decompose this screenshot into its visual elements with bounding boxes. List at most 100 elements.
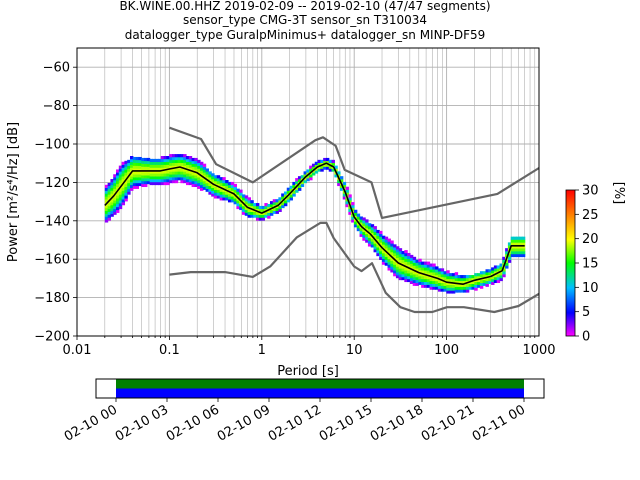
density-cell bbox=[351, 204, 355, 209]
density-cell bbox=[395, 275, 400, 279]
density-cell bbox=[188, 156, 193, 160]
density-cell bbox=[351, 219, 355, 223]
density-cell bbox=[516, 251, 520, 255]
density-cell bbox=[146, 175, 151, 179]
density-cell bbox=[225, 185, 229, 189]
density-cell bbox=[449, 284, 453, 288]
density-cell bbox=[465, 286, 470, 290]
density-cell bbox=[443, 288, 447, 292]
density-cell bbox=[510, 236, 515, 240]
x-tick-label: 1 bbox=[258, 343, 266, 358]
density-cell bbox=[171, 177, 176, 181]
timeline-tick-label: 02-10 18 bbox=[368, 402, 426, 444]
timeline-tick-label: 02-10 06 bbox=[164, 402, 222, 444]
density-cell bbox=[121, 179, 126, 183]
density-cell bbox=[429, 277, 433, 282]
density-cell bbox=[261, 208, 265, 212]
density-cell bbox=[314, 170, 319, 174]
density-cell bbox=[113, 194, 117, 198]
density-cell bbox=[521, 251, 526, 255]
density-cell bbox=[155, 181, 159, 186]
density-cell bbox=[446, 278, 450, 283]
density-cell bbox=[339, 184, 344, 188]
density-cell bbox=[177, 154, 181, 158]
density-cell bbox=[395, 249, 400, 253]
density-cell bbox=[157, 161, 162, 165]
density-cell bbox=[118, 174, 123, 178]
density-cell bbox=[227, 184, 232, 188]
density-cell bbox=[449, 290, 453, 294]
density-cell bbox=[163, 173, 167, 177]
density-cell bbox=[362, 223, 366, 227]
density-cell bbox=[429, 266, 433, 270]
density-cell bbox=[437, 274, 442, 278]
density-cell bbox=[421, 281, 425, 285]
density-cell bbox=[155, 176, 159, 180]
density-cell bbox=[185, 176, 190, 180]
density-cell bbox=[107, 185, 112, 189]
density-cell bbox=[132, 168, 137, 172]
density-cell bbox=[373, 243, 377, 247]
density-cell bbox=[426, 276, 431, 280]
density-cell bbox=[435, 275, 439, 279]
density-cell bbox=[113, 208, 117, 212]
density-cell bbox=[401, 259, 405, 263]
density-cell bbox=[367, 226, 372, 230]
density-cell bbox=[454, 283, 459, 287]
density-cell bbox=[289, 188, 293, 192]
density-cell bbox=[118, 182, 123, 187]
density-cell bbox=[138, 180, 142, 184]
density-cell bbox=[415, 282, 419, 286]
density-cell bbox=[297, 187, 302, 191]
density-cell bbox=[113, 180, 117, 184]
density-cell bbox=[418, 258, 422, 262]
density-cell bbox=[239, 189, 243, 193]
density-cell bbox=[390, 260, 394, 264]
density-cell bbox=[331, 159, 335, 164]
density-cell bbox=[104, 187, 109, 191]
density-cell bbox=[479, 271, 484, 275]
density-cell bbox=[446, 270, 450, 274]
density-cell bbox=[426, 267, 431, 271]
density-cell bbox=[317, 159, 321, 164]
density-cell bbox=[390, 243, 394, 247]
density-cell bbox=[440, 288, 445, 292]
density-cell bbox=[174, 162, 179, 166]
density-cell bbox=[127, 188, 131, 192]
density-cell bbox=[404, 255, 408, 260]
density-cell bbox=[205, 174, 209, 178]
density-cell bbox=[334, 174, 338, 178]
density-cell bbox=[171, 156, 176, 161]
density-cell bbox=[104, 219, 109, 223]
density-cell bbox=[183, 168, 187, 172]
density-cell bbox=[491, 281, 495, 285]
density-cell bbox=[384, 259, 389, 263]
density-cell bbox=[124, 195, 128, 199]
x-axis: 0.01 0.1 1 10 100 1000 bbox=[63, 336, 556, 358]
density-cell bbox=[398, 259, 403, 263]
density-cell bbox=[121, 173, 126, 177]
density-cell bbox=[502, 271, 506, 275]
density-cell bbox=[457, 275, 461, 279]
density-cell bbox=[384, 242, 389, 246]
density-cell bbox=[446, 273, 450, 277]
density-cell bbox=[292, 184, 296, 188]
density-cell bbox=[146, 157, 151, 162]
density-cell bbox=[197, 165, 201, 169]
density-cell bbox=[457, 280, 461, 284]
density-cell bbox=[247, 203, 251, 207]
density-cell bbox=[180, 171, 184, 175]
density-cell bbox=[289, 194, 293, 198]
density-cell bbox=[496, 276, 501, 281]
density-cell bbox=[152, 158, 156, 163]
density-cell bbox=[160, 158, 165, 163]
density-cell bbox=[213, 175, 218, 179]
density-cell bbox=[118, 168, 123, 172]
density-cell bbox=[166, 161, 170, 165]
density-cell bbox=[429, 280, 433, 284]
density-cell bbox=[144, 163, 148, 167]
density-cell bbox=[415, 259, 419, 263]
density-cell bbox=[230, 193, 235, 197]
density-cell bbox=[253, 203, 257, 207]
density-cell bbox=[152, 170, 156, 174]
